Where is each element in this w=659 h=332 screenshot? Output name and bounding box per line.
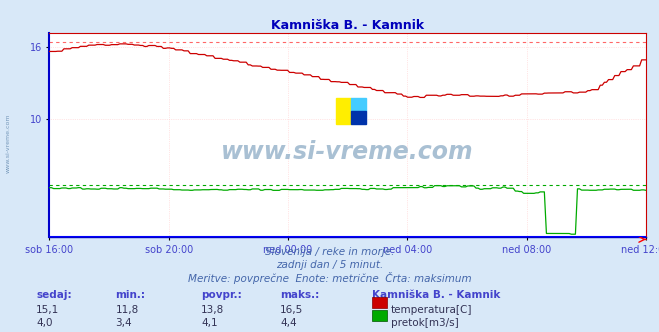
Bar [351, 111, 366, 124]
Text: 15,1: 15,1 [36, 305, 59, 315]
Text: 4,4: 4,4 [280, 318, 297, 328]
Text: Slovenija / reke in morje.: Slovenija / reke in morje. [265, 247, 394, 257]
Text: Meritve: povprečne  Enote: metrične  Črta: maksimum: Meritve: povprečne Enote: metrične Črta:… [188, 272, 471, 284]
Text: 16,5: 16,5 [280, 305, 303, 315]
Text: www.si-vreme.com: www.si-vreme.com [5, 113, 11, 173]
Text: sedaj:: sedaj: [36, 290, 72, 300]
Text: 4,0: 4,0 [36, 318, 53, 328]
Text: temperatura[C]: temperatura[C] [391, 305, 473, 315]
Text: www.si-vreme.com: www.si-vreme.com [221, 140, 474, 164]
Bar [351, 98, 366, 111]
Text: Kamniška B. - Kamnik: Kamniška B. - Kamnik [372, 290, 501, 300]
Bar [335, 98, 351, 124]
Text: 3,4: 3,4 [115, 318, 132, 328]
Text: zadnji dan / 5 minut.: zadnji dan / 5 minut. [276, 260, 383, 270]
Title: Kamniška B. - Kamnik: Kamniška B. - Kamnik [271, 19, 424, 32]
Text: 13,8: 13,8 [201, 305, 224, 315]
Text: povpr.:: povpr.: [201, 290, 242, 300]
Text: maks.:: maks.: [280, 290, 320, 300]
Text: pretok[m3/s]: pretok[m3/s] [391, 318, 459, 328]
Text: 11,8: 11,8 [115, 305, 138, 315]
Text: min.:: min.: [115, 290, 146, 300]
Text: 4,1: 4,1 [201, 318, 217, 328]
